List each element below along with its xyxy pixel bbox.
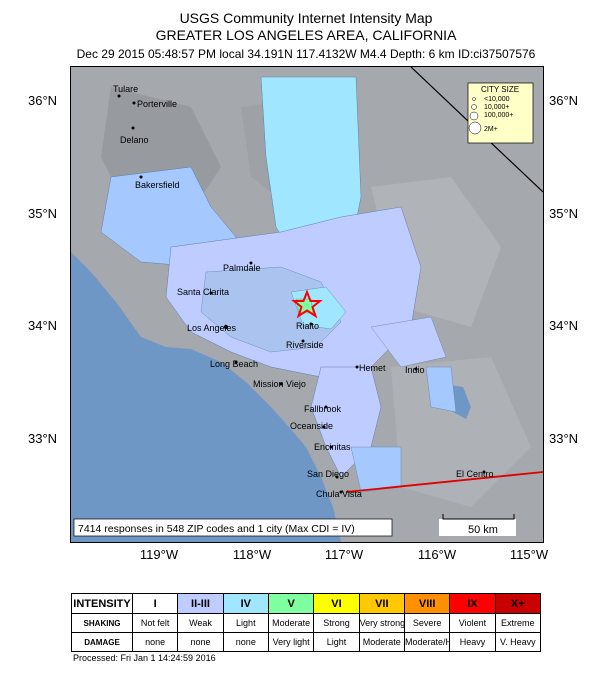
city-label-bakersfield: Bakersfield	[135, 180, 180, 190]
city-label-long-beach: Long Beach	[210, 359, 258, 369]
legend-intensity-cell: IX	[449, 593, 496, 614]
city-label-porterville: Porterville	[137, 99, 177, 109]
legend-intensity-cell: VIII	[403, 593, 451, 614]
city-size-legend: CITY SIZE <10,000 10,000+ 100,000+ 2M+	[467, 82, 534, 144]
scale-bar: 50 km	[439, 514, 516, 536]
legend-shaking-cell: Light	[222, 613, 269, 633]
intensity-map[interactable]: Tulare Porterville Delano Bakersfield Pa…	[70, 66, 544, 543]
lat-label-33-right: 33°N	[549, 431, 579, 446]
city-label-chula-vista: Chula Vista	[316, 489, 362, 499]
lon-label-116: 116°W	[417, 547, 457, 562]
city-label-hemet: Hemet	[359, 363, 386, 373]
city-label-santa-clarita: Santa Clarita	[177, 287, 229, 297]
lat-label-33: 33°N	[28, 431, 58, 446]
legend-header-intensity: INTENSITY	[71, 593, 133, 614]
city-label-el-centro: El Centro	[456, 469, 494, 479]
legend-damage-cell: none	[222, 632, 269, 652]
svg-text:50 km: 50 km	[468, 524, 498, 536]
lat-label-35-right: 35°N	[549, 206, 579, 221]
star-icon	[291, 289, 323, 319]
svg-text:CITY SIZE: CITY SIZE	[481, 85, 519, 94]
svg-text:10,000+: 10,000+	[484, 104, 510, 111]
legend-row-intensity: INTENSITY I II-III IV V VI VII VIII IX X…	[71, 593, 542, 614]
city-label-delano: Delano	[120, 135, 149, 145]
lon-label-117: 117°W	[324, 547, 364, 562]
legend-damage-cell: Heavy	[449, 632, 496, 652]
city-label-riverside: Riverside	[286, 340, 324, 350]
legend-shaking-cell: Weak	[177, 613, 224, 633]
city-label-rialto: Rialto	[296, 321, 319, 331]
legend-header-damage: DAMAGE	[71, 632, 133, 652]
legend-damage-cell: V. Heavy	[494, 632, 542, 652]
svg-text:7414 responses in 548 ZIP code: 7414 responses in 548 ZIP codes and 1 ci…	[78, 523, 355, 535]
lat-label-36-right: 36°N	[549, 93, 579, 108]
city-label-indio: Indio	[405, 365, 425, 375]
city-label-mission-viejo: Mission Viejo	[253, 379, 306, 389]
city-label-san-diego: San Diego	[307, 469, 349, 479]
legend-intensity-cell: IV	[222, 593, 269, 614]
event-info: Dec 29 2015 05:48:57 PM local 34.191N 11…	[76, 47, 536, 61]
svg-text:100,000+: 100,000+	[484, 112, 513, 119]
lon-label-115: 115°W	[509, 547, 549, 562]
legend-intensity-cell: X+	[494, 593, 542, 614]
legend-damage-cell: none	[177, 632, 224, 652]
region-title: GREATER LOS ANGELES AREA, CALIFORNIA	[155, 27, 457, 43]
city-label-tulare: Tulare	[113, 84, 138, 94]
lat-label-34: 34°N	[28, 318, 58, 333]
svg-text:2M+: 2M+	[484, 126, 498, 133]
legend-row-shaking: SHAKING Not felt Weak Light Moderate Str…	[71, 613, 542, 633]
legend-damage-cell: Moderate/Heavy	[403, 632, 451, 652]
legend-shaking-cell: Violent	[449, 613, 496, 633]
lon-label-119: 119°W	[139, 547, 179, 562]
legend-row-damage: DAMAGE none none none Very light Light M…	[71, 632, 542, 652]
legend-shaking-cell: Severe	[403, 613, 451, 633]
legend-intensity-cell: I	[131, 593, 179, 614]
legend-intensity-cell: VI	[313, 593, 360, 614]
legend-shaking-cell: Not felt	[131, 613, 179, 633]
svg-text:<10,000: <10,000	[484, 96, 510, 103]
legend-intensity-cell: VII	[358, 593, 405, 614]
city-label-los-angeles: Los Angeles	[187, 323, 237, 333]
legend-damage-cell: Moderate	[358, 632, 405, 652]
legend-intensity-cell: II-III	[177, 593, 224, 614]
legend-header-shaking: SHAKING	[71, 613, 133, 633]
lat-label-34-right: 34°N	[549, 318, 579, 333]
legend-shaking-cell: Strong	[313, 613, 360, 633]
city-label-encinitas: Encinitas	[314, 442, 351, 452]
legend-shaking-cell: Extreme	[494, 613, 542, 633]
city-label-palmdale: Palmdale	[223, 263, 261, 273]
city-label-oceanside: Oceanside	[290, 421, 333, 431]
intensity-zip-polygons	[100, 76, 457, 493]
legend-damage-cell: none	[131, 632, 179, 652]
legend-shaking-cell: Moderate	[267, 613, 315, 633]
legend-damage-cell: Very light	[267, 632, 315, 652]
legend-intensity-cell: V	[267, 593, 315, 614]
city-label-fallbrook: Fallbrook	[304, 404, 342, 414]
lat-label-36: 36°N	[28, 93, 58, 108]
intensity-legend: INTENSITY I II-III IV V VI VII VIII IX X…	[71, 593, 542, 652]
legend-shaking-cell: Very strong	[358, 613, 405, 633]
lon-label-118: 118°W	[232, 547, 272, 562]
legend-damage-cell: Light	[313, 632, 360, 652]
responses-note: 7414 responses in 548 ZIP codes and 1 ci…	[73, 518, 393, 537]
map-canvas: Tulare Porterville Delano Bakersfield Pa…	[71, 67, 543, 542]
map-title: USGS Community Internet Intensity Map	[179, 10, 433, 26]
border-line	[345, 471, 543, 493]
city-dots	[117, 94, 486, 494]
processed-timestamp: Processed: Fri Jan 1 14:24:59 2016	[73, 653, 216, 663]
lat-label-35: 35°N	[28, 206, 58, 221]
